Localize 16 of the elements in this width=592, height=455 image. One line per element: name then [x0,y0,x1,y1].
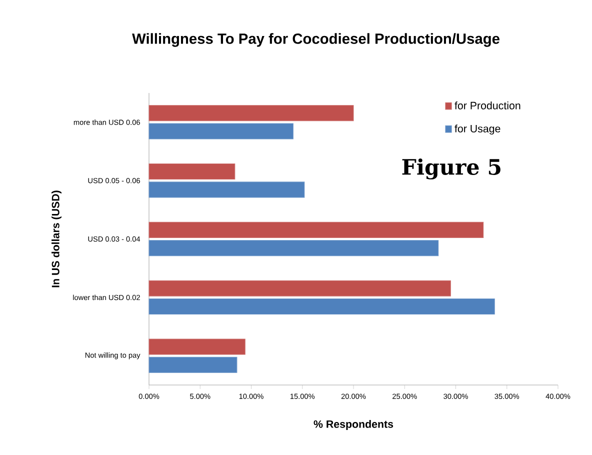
bar [148,280,451,296]
bar [148,222,484,238]
legend-label: for Usage [454,124,500,135]
bar [148,105,354,122]
bar [148,298,495,314]
bar [148,338,246,355]
bar [148,164,236,180]
chart-title: Willingness To Pay for Cocodiesel Production/Usage [132,33,500,47]
bar [148,182,305,198]
x-axis-title: % Respondents [314,420,394,430]
bar [148,123,294,140]
bar [148,356,238,373]
legend-label: for Production [454,102,520,110]
annotation: Figure 5 [402,158,500,180]
bar [148,240,439,256]
y-axis-title: In US dollars (USD) [52,190,62,288]
